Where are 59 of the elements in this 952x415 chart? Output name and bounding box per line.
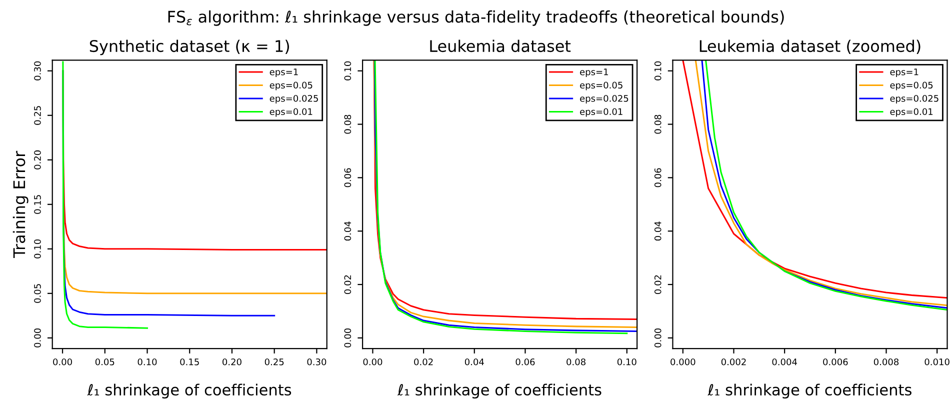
y-tick-label: 0.06: [654, 168, 662, 188]
y-tick-label: 0.30: [34, 61, 41, 80]
legend-label: eps=0.01: [270, 108, 312, 117]
legend-label: eps=0.01: [580, 108, 622, 117]
legend-label: eps=0.025: [270, 94, 318, 104]
y-tick-label: 0.06: [344, 168, 352, 188]
x-tick-label: 0.10: [138, 358, 157, 366]
y-tick-label: 0.10: [654, 61, 662, 80]
y-tick-label: 0.05: [34, 284, 41, 303]
text: FS$_{ε}$ algorithm: ℓ₁ shrinkage versus data-fidelity tradeoffs (theoretical bounds): [168, 10, 784, 26]
legend-label: eps=1: [580, 68, 608, 78]
x-tick-label: 0.08: [566, 358, 586, 366]
x-tick-label: 0.002: [721, 358, 746, 366]
legend-label: eps=0.05: [890, 82, 933, 90]
x-tick-label: 0.00: [363, 358, 382, 366]
y-tick-label: 0.00: [34, 328, 41, 348]
x-tick-label: 0.25: [264, 358, 284, 366]
chart-title: Leukemia dataset (zoomed): [700, 40, 920, 54]
chart-title: Leukemia dataset: [430, 40, 571, 52]
x-tick-label: 0.15: [180, 358, 199, 366]
legend-label: eps=0.01: [890, 108, 933, 117]
x-axis-title: ℓ₁ shrinkage of coefficients: [708, 384, 912, 399]
legend-label: eps=0.025: [890, 94, 938, 104]
legend-label: eps=0.025: [580, 94, 628, 104]
x-tick-label: 0.05: [95, 358, 114, 366]
x-tick-label: 0.006: [823, 358, 848, 366]
x-tick-label: 0.02: [414, 358, 433, 366]
y-tick-label: 0.20: [34, 150, 41, 170]
x-axis-title: ℓ₁ shrinkage of coefficients: [397, 384, 602, 399]
line-series: [62, 61, 148, 329]
legend-label: eps=0.05: [270, 82, 312, 90]
y-tick-label: 0.04: [654, 222, 662, 241]
x-tick-label: 0.00: [53, 358, 72, 366]
legend-label: eps=1: [270, 68, 298, 78]
x-tick-label: 0.04: [464, 358, 484, 366]
y-tick-label: 0.00: [654, 328, 662, 348]
x-tick-label: 0.06: [516, 358, 535, 366]
y-tick-label: 0.10: [344, 61, 352, 80]
x-tick-label: 0.10: [617, 358, 636, 366]
x-tick-label: 0.30: [307, 358, 326, 366]
y-tick-label: 0.00: [344, 328, 352, 348]
x-tick-label: 0.004: [772, 358, 797, 366]
y-tick-label: 0.08: [344, 114, 352, 134]
y-tick-label: 0.10: [34, 239, 41, 258]
y-tick-label: 0.02: [344, 275, 352, 294]
y-tick-label: 0.15: [34, 195, 41, 214]
y-tick-label: 0.08: [654, 114, 662, 134]
y-tick-label: 0.02: [654, 275, 662, 294]
x-tick-label: 0.008: [874, 358, 899, 366]
y-tick-label: 0.25: [34, 106, 41, 125]
x-tick-label: 0.010: [924, 358, 950, 366]
y-tick-label: 0.04: [344, 222, 352, 241]
x-axis-title: ℓ₁ shrinkage of coefficients: [87, 384, 292, 399]
x-tick-label: 0.000: [670, 358, 696, 366]
y-axis-title: Training Error: [12, 150, 28, 258]
legend-label: eps=0.05: [580, 82, 622, 90]
chart-title: Synthetic dataset (κ = 1): [90, 40, 289, 56]
legend-label: eps=1: [890, 68, 918, 78]
x-tick-label: 0.20: [222, 358, 242, 366]
